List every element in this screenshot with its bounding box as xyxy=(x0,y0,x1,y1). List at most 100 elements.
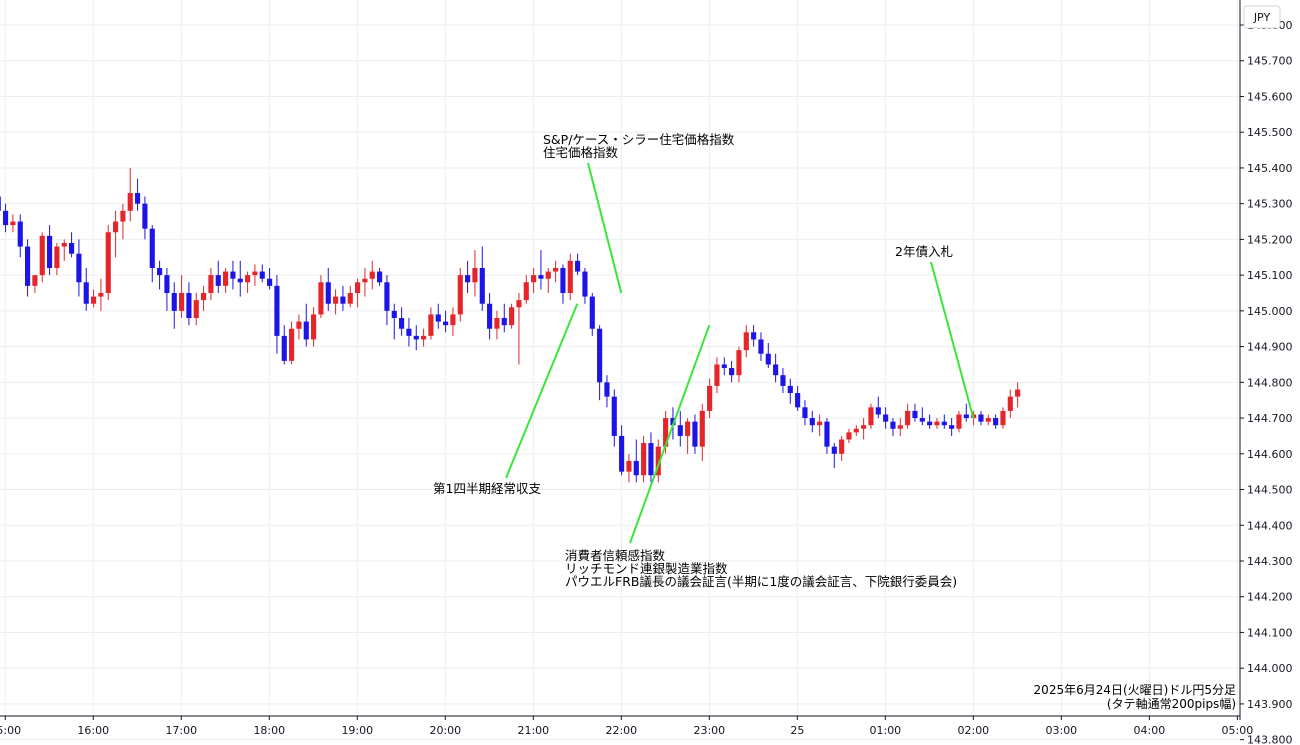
y-tick-label: 145.100 xyxy=(1247,269,1293,282)
candle-body xyxy=(1007,396,1013,411)
candle xyxy=(98,278,104,311)
candle xyxy=(648,432,654,483)
candle-body xyxy=(523,282,529,301)
candle xyxy=(809,410,815,433)
candle xyxy=(729,360,735,383)
candle-body xyxy=(501,318,507,326)
candle xyxy=(91,289,97,308)
candle xyxy=(465,260,471,293)
y-tick-label: 145.400 xyxy=(1247,162,1293,175)
candle-body xyxy=(509,307,515,326)
candle xyxy=(538,250,544,290)
candle-body xyxy=(0,196,1,211)
candle-body xyxy=(421,335,427,340)
candle xyxy=(619,425,625,476)
candle-body xyxy=(575,260,581,272)
candle xyxy=(905,403,911,429)
candle xyxy=(839,435,845,461)
candle-body xyxy=(83,282,89,304)
candle xyxy=(685,418,691,454)
candle-body xyxy=(494,318,500,329)
candle-body xyxy=(619,435,625,472)
y-tick-label: 144.600 xyxy=(1247,448,1293,461)
candle xyxy=(553,260,559,283)
candle xyxy=(347,285,353,308)
candle-body xyxy=(325,282,331,304)
candle xyxy=(531,267,537,293)
y-tick-label: 145.700 xyxy=(1247,55,1293,68)
candle-body xyxy=(949,425,955,429)
candle xyxy=(289,321,295,365)
candle-body xyxy=(487,303,493,329)
candle-body xyxy=(582,271,588,297)
annotation-label: パウエルFRB議長の議会証言(半期に1度の議会証言、下院銀行委員会) xyxy=(565,574,957,589)
y-tick-label: 144.000 xyxy=(1247,662,1293,675)
x-tick-label: 01:00 xyxy=(869,724,901,737)
y-tick-label: 145.300 xyxy=(1247,198,1293,211)
candle xyxy=(692,414,698,454)
candle-body xyxy=(113,221,119,233)
candle-body xyxy=(611,396,617,436)
currency-text: JPY xyxy=(1253,11,1271,24)
candle-body xyxy=(135,192,141,204)
candle-body xyxy=(252,271,258,276)
candle xyxy=(32,275,38,293)
candle-body xyxy=(655,446,661,476)
candle-body xyxy=(120,210,126,222)
candle xyxy=(765,343,771,369)
candle-body xyxy=(773,364,779,376)
candle-body xyxy=(941,421,947,426)
y-tick-label: 144.400 xyxy=(1247,519,1293,532)
candle-body xyxy=(560,267,566,293)
candle xyxy=(223,267,229,293)
x-tick-label: 18:00 xyxy=(253,724,285,737)
candle-body xyxy=(670,418,676,426)
y-tick-label: 145.000 xyxy=(1247,305,1293,318)
candle xyxy=(853,425,859,436)
candle xyxy=(450,307,456,336)
candle xyxy=(714,357,720,394)
candle xyxy=(362,267,368,297)
candle xyxy=(54,242,60,276)
candle-body xyxy=(347,292,353,304)
candle xyxy=(567,253,573,301)
candle xyxy=(1015,382,1021,408)
candle-body xyxy=(831,446,837,454)
candle xyxy=(633,439,639,483)
candle-body xyxy=(648,443,654,476)
candle xyxy=(230,260,236,290)
candle xyxy=(259,264,265,283)
candle xyxy=(25,239,31,297)
candle xyxy=(575,253,581,276)
annotation-label: リッチモンド連銀製造業指数 xyxy=(565,561,728,576)
annotation-pointer-line xyxy=(930,261,975,419)
candle xyxy=(245,271,251,293)
candle-body xyxy=(729,368,735,376)
candle-body xyxy=(149,228,155,268)
candle-body xyxy=(230,271,236,279)
candle xyxy=(626,453,632,483)
candle-body xyxy=(883,414,889,422)
candle xyxy=(69,232,75,258)
candle xyxy=(186,282,192,326)
candle-body xyxy=(179,292,185,311)
candle xyxy=(472,250,478,297)
candle-body xyxy=(17,221,23,247)
candle xyxy=(941,414,947,429)
candle xyxy=(252,264,258,286)
candle xyxy=(369,260,375,290)
candle xyxy=(743,325,749,358)
candle xyxy=(758,332,764,361)
candle xyxy=(802,400,808,426)
y-tick-label: 143.900 xyxy=(1247,698,1293,711)
annotation-label: S&P/ケース・シラー住宅価格指数 xyxy=(543,132,735,147)
candle xyxy=(171,282,177,329)
candle-body xyxy=(91,296,97,304)
candle-body xyxy=(369,271,375,279)
candle-body xyxy=(890,421,896,429)
candle-body xyxy=(553,267,559,272)
candle-body xyxy=(663,418,669,447)
candle xyxy=(677,410,683,447)
candle-body xyxy=(538,275,544,279)
currency-box xyxy=(1243,5,1281,29)
